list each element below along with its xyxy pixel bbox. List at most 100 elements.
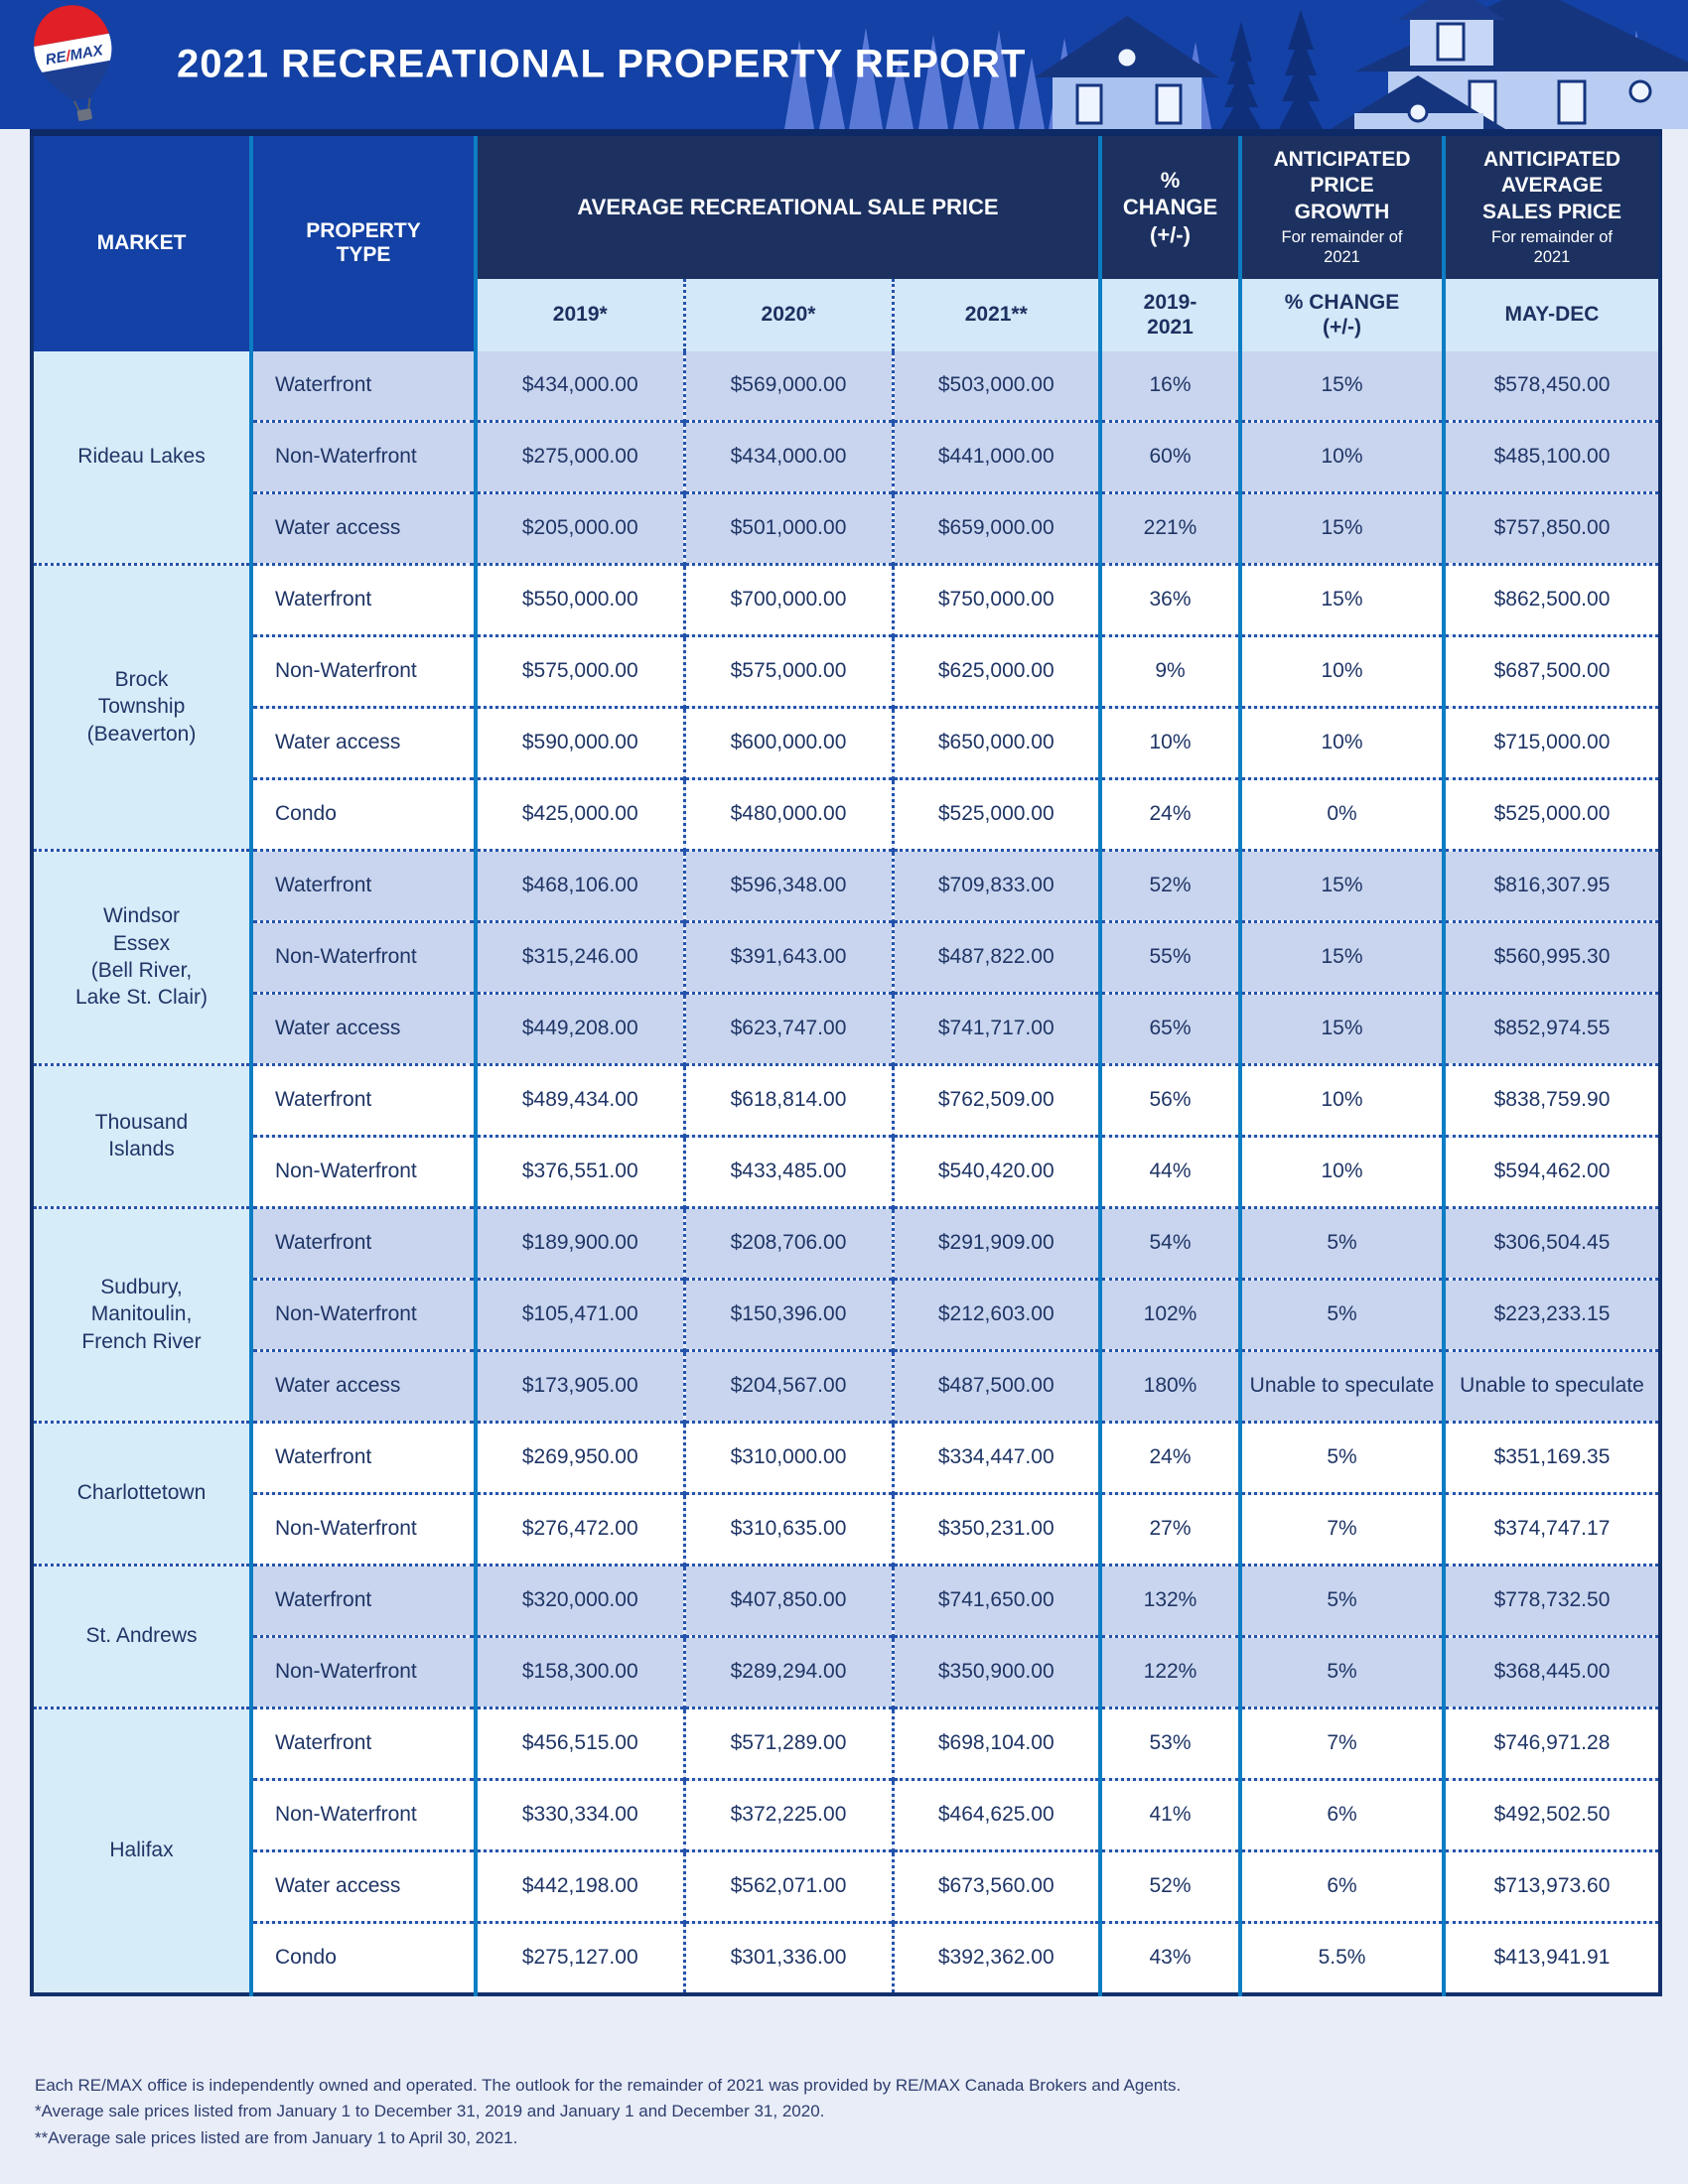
anticipated-avg-title: ANTICIPATED AVERAGE SALES PRICE bbox=[1481, 148, 1622, 223]
table-row: Condo $425,000.00 $480,000.00 $525,000.00 24… bbox=[32, 776, 1660, 850]
table-row: Non-Waterfront $575,000.00 $575,000.00 $625… bbox=[32, 633, 1660, 707]
price-2020: $562,071.00 bbox=[684, 1848, 895, 1922]
anticipated-growth: 5% bbox=[1240, 1563, 1446, 1636]
table-row: Water access $173,905.00 $204,567.00 $487,5… bbox=[32, 1348, 1660, 1422]
price-2019: $105,471.00 bbox=[476, 1277, 686, 1350]
price-2021: $659,000.00 bbox=[893, 490, 1102, 564]
col-header-anticipated-avg-price: ANTICIPATED AVERAGE SALES PRICE For rema… bbox=[1444, 132, 1660, 279]
price-2019: $275,127.00 bbox=[476, 1920, 686, 1994]
anticipated-growth: 15% bbox=[1240, 919, 1446, 993]
percent-change: 221% bbox=[1100, 490, 1242, 564]
price-2020: $600,000.00 bbox=[684, 705, 895, 778]
anticipated-sales-price: $852,974.55 bbox=[1444, 991, 1660, 1064]
anticipated-sales-price: $713,973.60 bbox=[1444, 1848, 1660, 1922]
percent-change: 16% bbox=[1100, 350, 1242, 421]
property-type-label: Non-Waterfront bbox=[251, 633, 478, 707]
property-type-label: Waterfront bbox=[251, 1420, 478, 1493]
price-2019: $442,198.00 bbox=[476, 1848, 686, 1922]
property-type-label: Water access bbox=[251, 1848, 478, 1922]
anticipated-growth: 10% bbox=[1240, 633, 1446, 707]
price-2021: $741,717.00 bbox=[893, 991, 1102, 1064]
price-2019: $489,434.00 bbox=[476, 1062, 686, 1136]
market-name: Thousand Islands bbox=[32, 1062, 253, 1207]
anticipated-growth: 5% bbox=[1240, 1205, 1446, 1279]
table-row: Condo $275,127.00 $301,336.00 $392,362.00 43… bbox=[32, 1920, 1660, 1994]
anticipated-growth: 6% bbox=[1240, 1777, 1446, 1850]
price-2019: $468,106.00 bbox=[476, 848, 686, 921]
price-2021: $392,362.00 bbox=[893, 1920, 1102, 1994]
property-type-label: Water access bbox=[251, 991, 478, 1064]
anticipated-sales-price: $778,732.50 bbox=[1444, 1563, 1660, 1636]
footnote-line: *Average sale prices listed from January… bbox=[35, 2102, 825, 2121]
price-2020: $571,289.00 bbox=[684, 1706, 895, 1779]
price-2020: $372,225.00 bbox=[684, 1777, 895, 1850]
anticipated-sales-price: $687,500.00 bbox=[1444, 633, 1660, 707]
table-row: Charlottetown Waterfront $269,950.00 $310,0… bbox=[32, 1420, 1660, 1565]
price-2020: $310,000.00 bbox=[684, 1420, 895, 1493]
table-row: Non-Waterfront $158,300.00 $289,294.00 $350… bbox=[32, 1634, 1660, 1707]
table-row: Rideau Lakes Waterfront $434,000.00 $569,00… bbox=[32, 350, 1660, 564]
report-table-body: Rideau Lakes Waterfront $434,000.00 $569,00… bbox=[32, 350, 1660, 1994]
percent-change: 65% bbox=[1100, 991, 1242, 1064]
property-type-label: Waterfront bbox=[251, 350, 478, 421]
anticipated-sales-price: $374,747.17 bbox=[1444, 1491, 1660, 1565]
anticipated-sales-price: $862,500.00 bbox=[1444, 562, 1660, 635]
table-row: Thousand Islands Waterfront $489,434.00 $61… bbox=[32, 1062, 1660, 1207]
price-2019: $425,000.00 bbox=[476, 776, 686, 850]
subheader-pct-change: % CHANGE (+/-) bbox=[1240, 278, 1446, 351]
price-2021: $650,000.00 bbox=[893, 705, 1102, 778]
price-2020: $407,850.00 bbox=[684, 1563, 895, 1636]
table-row: Water access $449,208.00 $623,747.00 $741,7… bbox=[32, 991, 1660, 1064]
anticipated-growth: 10% bbox=[1240, 705, 1446, 778]
percent-change: 44% bbox=[1100, 1134, 1242, 1207]
price-2020: $501,000.00 bbox=[684, 490, 895, 564]
subheader-2019-2021: 2019- 2021 bbox=[1100, 278, 1242, 351]
price-2020: $310,635.00 bbox=[684, 1491, 895, 1565]
anticipated-sales-price: $578,450.00 bbox=[1444, 350, 1660, 421]
footnotes: Each RE/MAX office is independently owne… bbox=[35, 2073, 1181, 2151]
subheader-2021: 2021** bbox=[893, 278, 1102, 351]
percent-change: 10% bbox=[1100, 705, 1242, 778]
price-2021: $709,833.00 bbox=[893, 848, 1102, 921]
table-row: Non-Waterfront $275,000.00 $434,000.00 $441… bbox=[32, 419, 1660, 492]
percent-change: 24% bbox=[1100, 776, 1242, 850]
percent-change: 102% bbox=[1100, 1277, 1242, 1350]
property-type-label: Non-Waterfront bbox=[251, 919, 478, 993]
anticipated-growth: 15% bbox=[1240, 350, 1446, 421]
anticipated-sales-price: $838,759.90 bbox=[1444, 1062, 1660, 1136]
price-2020: $700,000.00 bbox=[684, 562, 895, 635]
percent-change: 180% bbox=[1100, 1348, 1242, 1422]
table-row: Sudbury, Manitoulin, French River Waterfr… bbox=[32, 1205, 1660, 1422]
price-2020: $204,567.00 bbox=[684, 1348, 895, 1422]
price-2020: $618,814.00 bbox=[684, 1062, 895, 1136]
property-report-table: MARKET PROPERTY TYPE AVERAGE RECREATIONA… bbox=[30, 129, 1662, 1996]
table-row: Non-Waterfront $105,471.00 $150,396.00 $212… bbox=[32, 1277, 1660, 1350]
col-header-market: MARKET bbox=[32, 132, 253, 351]
market-name: St. Andrews bbox=[32, 1563, 253, 1707]
price-2020: $623,747.00 bbox=[684, 991, 895, 1064]
price-2021: $291,909.00 bbox=[893, 1205, 1102, 1279]
anticipated-sales-price: $492,502.50 bbox=[1444, 1777, 1660, 1850]
percent-change: 41% bbox=[1100, 1777, 1242, 1850]
balloon-basket bbox=[76, 108, 92, 122]
house-small bbox=[1035, 16, 1219, 129]
price-2021: $698,104.00 bbox=[893, 1706, 1102, 1779]
anticipated-growth: Unable to speculate bbox=[1240, 1348, 1446, 1422]
anticipated-growth: 15% bbox=[1240, 490, 1446, 564]
price-2020: $434,000.00 bbox=[684, 419, 895, 492]
property-type-label: Non-Waterfront bbox=[251, 1277, 478, 1350]
anticipated-growth: 5.5% bbox=[1240, 1920, 1446, 1994]
anticipated-growth: 7% bbox=[1240, 1706, 1446, 1779]
price-2019: $275,000.00 bbox=[476, 419, 686, 492]
price-2019: $456,515.00 bbox=[476, 1706, 686, 1779]
footnote-line: Each RE/MAX office is independently owne… bbox=[35, 2076, 1182, 2095]
anticipated-growth: 0% bbox=[1240, 776, 1446, 850]
price-2019: $205,000.00 bbox=[476, 490, 686, 564]
price-2019: $434,000.00 bbox=[476, 350, 686, 421]
dark-spruce-trees bbox=[1221, 10, 1323, 129]
table-header: MARKET PROPERTY TYPE AVERAGE RECREATIONA… bbox=[32, 132, 1660, 351]
market-name: Brock Township (Beaverton) bbox=[32, 562, 253, 850]
market-name: Rideau Lakes bbox=[32, 350, 253, 564]
price-2021: $525,000.00 bbox=[893, 776, 1102, 850]
price-2021: $350,900.00 bbox=[893, 1634, 1102, 1707]
